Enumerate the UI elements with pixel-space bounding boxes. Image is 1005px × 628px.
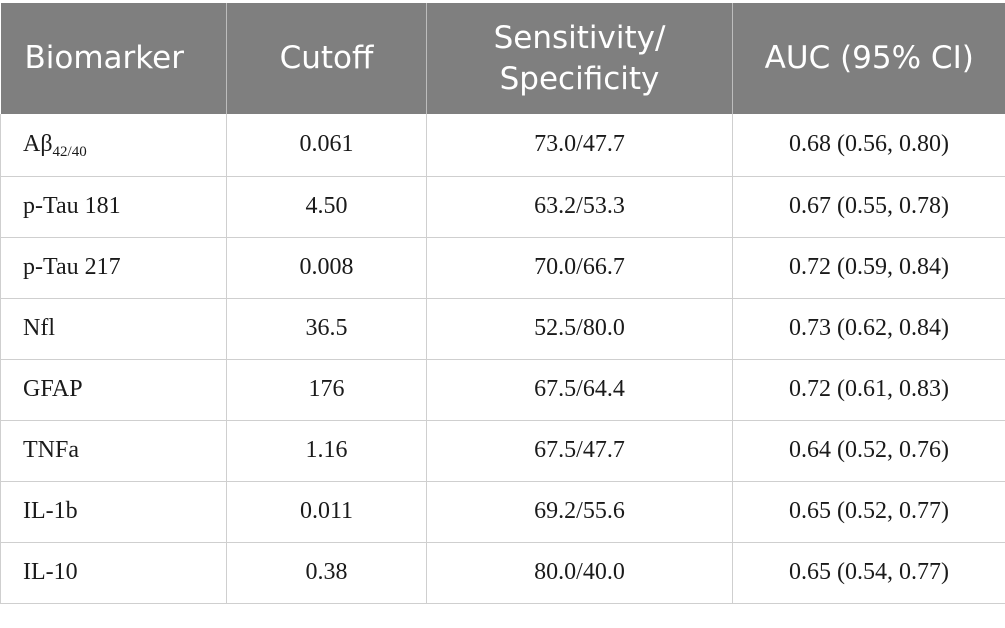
cell-sensitivity-specificity: 67.5/47.7 [427,420,733,481]
cell-sensitivity-specificity: 69.2/55.6 [427,481,733,542]
header-cutoff: Cutoff [227,3,427,114]
biomarker-name: Nfl [23,315,55,341]
cell-auc: 0.73 (0.62, 0.84) [733,298,1005,359]
cell-sensitivity-specificity: 70.0/66.7 [427,237,733,298]
cell-biomarker: TNFa [1,420,227,481]
cell-cutoff: 0.011 [227,481,427,542]
cell-biomarker: IL-10 [1,542,227,603]
cell-biomarker: IL-1b [1,481,227,542]
header-row: Biomarker Cutoff Sensitivity/Specificity… [1,3,1005,114]
cell-cutoff: 0.061 [227,114,427,176]
biomarker-name: GFAP [23,376,83,402]
cell-auc: 0.65 (0.54, 0.77) [733,542,1005,603]
cell-auc: 0.67 (0.55, 0.78) [733,176,1005,237]
biomarker-name: p-Tau 181 [23,193,121,219]
biomarker-name: IL-1b [23,498,78,524]
header-sensitivity-specificity: Sensitivity/Specificity [427,3,733,114]
biomarker-name: TNFa [23,437,79,463]
cell-cutoff: 36.5 [227,298,427,359]
biomarker-table: Biomarker Cutoff Sensitivity/Specificity… [0,3,1005,604]
cell-cutoff: 0.38 [227,542,427,603]
cell-biomarker: p-Tau 217 [1,237,227,298]
cell-cutoff: 1.16 [227,420,427,481]
biomarker-subscript: 42/40 [53,144,87,160]
header-auc: AUC (95% CI) [733,3,1005,114]
cell-auc: 0.68 (0.56, 0.80) [733,114,1005,176]
cell-sensitivity-specificity: 80.0/40.0 [427,542,733,603]
cell-sensitivity-specificity: 63.2/53.3 [427,176,733,237]
cell-sensitivity-specificity: 67.5/64.4 [427,359,733,420]
biomarker-name: Aβ [23,131,53,157]
cell-cutoff: 0.008 [227,237,427,298]
cell-sensitivity-specificity: 73.0/47.7 [427,114,733,176]
cell-cutoff: 4.50 [227,176,427,237]
cell-auc: 0.64 (0.52, 0.76) [733,420,1005,481]
cell-biomarker: GFAP [1,359,227,420]
biomarker-name: IL-10 [23,559,78,585]
cell-auc: 0.65 (0.52, 0.77) [733,481,1005,542]
cell-biomarker: Nfl [1,298,227,359]
header-sensitivity-label: Sensitivity/ [494,20,666,56]
header-specificity-label: Specificity [500,61,660,97]
cell-auc: 0.72 (0.59, 0.84) [733,237,1005,298]
cell-biomarker: p-Tau 181 [1,176,227,237]
cell-auc: 0.72 (0.61, 0.83) [733,359,1005,420]
table-header: Biomarker Cutoff Sensitivity/Specificity… [1,3,1005,114]
biomarker-name: p-Tau 217 [23,254,121,280]
cell-cutoff: 176 [227,359,427,420]
header-biomarker: Biomarker [1,3,227,114]
cell-sensitivity-specificity: 52.5/80.0 [427,298,733,359]
cell-biomarker: Aβ42/40 [1,114,227,176]
